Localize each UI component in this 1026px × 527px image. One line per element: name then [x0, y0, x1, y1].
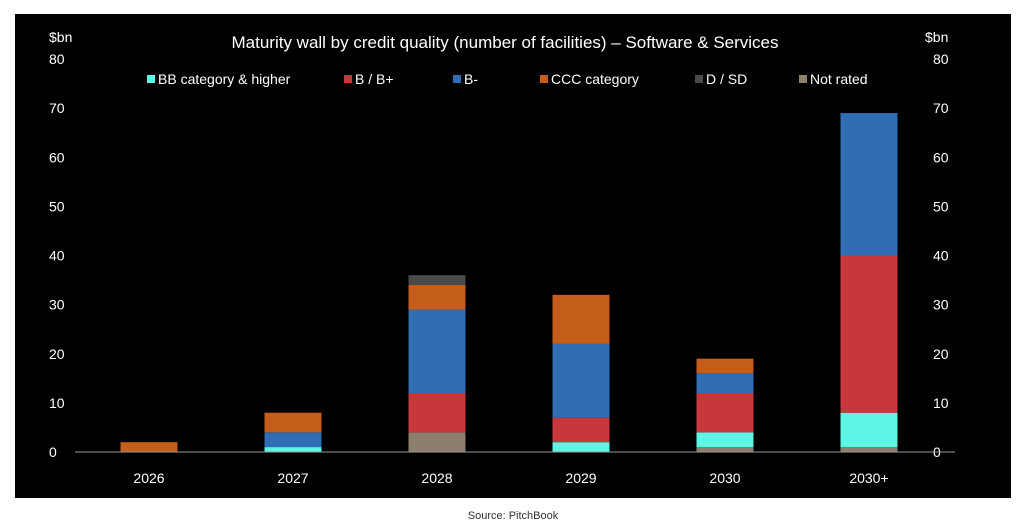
y-tick-right-30: 30 [933, 297, 949, 313]
legend-item-d-sd: D / SD [695, 71, 747, 87]
x-tick-2026: 2026 [133, 470, 164, 486]
bar-2028-ccc-category [408, 284, 466, 310]
source-note: Source: PitchBook [467, 510, 559, 522]
chart-panel: Maturity wall by credit quality (number … [15, 14, 1011, 498]
y-tick-left-60: 60 [49, 149, 65, 165]
legend: BB category & higher B / B+ B- CCC category… [147, 71, 868, 87]
bar-2027-b [264, 432, 322, 448]
bar-2027-ccc-category [264, 412, 322, 433]
legend-swatch-ccc-category [540, 75, 548, 83]
legend-swatch-b-b [344, 75, 352, 83]
y-tick-left-10: 10 [49, 395, 65, 411]
y-axis-left-unit: $bn [49, 29, 72, 45]
y-tick-right-10: 10 [933, 395, 949, 411]
bars [120, 113, 898, 452]
chart-svg: Maturity wall by credit quality (number … [49, 29, 955, 486]
bar-2028-b [408, 309, 466, 394]
legend-item-ccc-category: CCC category [540, 71, 639, 87]
legend-label-ccc-category: CCC category [551, 71, 639, 87]
y-tick-right-60: 60 [933, 149, 949, 165]
bar-2029-bb-category-higher [552, 442, 610, 452]
bar-2026-ccc-category [120, 442, 178, 452]
y-tick-left-20: 20 [49, 346, 65, 362]
legend-item-b-b: B / B+ [344, 71, 394, 87]
bar-2030-b-b [840, 255, 898, 413]
legend-swatch-d-sd [695, 75, 703, 83]
bar-2029-b [552, 343, 610, 418]
legend-label-bb-category-higher: BB category & higher [158, 71, 291, 87]
bar-2030-b [840, 113, 898, 256]
bar-2028-b-b [408, 393, 466, 433]
legend-label-b-b: B / B+ [355, 71, 394, 87]
legend-swatch-b [453, 75, 461, 83]
x-tick-2029: 2029 [565, 470, 596, 486]
y-tick-left-70: 70 [49, 100, 65, 116]
bar-2030-not-rated [696, 447, 754, 452]
bar-2028-d-sd [408, 275, 466, 285]
y-tick-left-80: 80 [49, 51, 65, 67]
legend-item-b: B- [453, 71, 478, 87]
y-tick-left-30: 30 [49, 297, 65, 313]
y-axis-right-unit: $bn [925, 29, 948, 45]
legend-swatch-bb-category-higher [147, 75, 155, 83]
legend-label-b: B- [464, 71, 478, 87]
y-tick-right-40: 40 [933, 248, 949, 264]
bar-2030-bb-category-higher [696, 432, 754, 448]
bar-2030-b-b [696, 393, 754, 433]
bar-2028-not-rated [408, 432, 466, 452]
x-axis-labels: 2026 2027 2028 2029 2030 2030+ [133, 470, 888, 486]
legend-item-not-rated: Not rated [799, 71, 868, 87]
chart-title: Maturity wall by credit quality (number … [231, 33, 778, 52]
x-tick-2030: 2030 [709, 470, 740, 486]
legend-label-d-sd: D / SD [706, 71, 747, 87]
bar-2030-ccc-category [696, 358, 754, 374]
legend-label-not-rated: Not rated [810, 71, 868, 87]
y-tick-left-40: 40 [49, 248, 65, 264]
y-tick-right-80: 80 [933, 51, 949, 67]
y-tick-left-50: 50 [49, 198, 65, 214]
x-tick-2028: 2028 [421, 470, 452, 486]
legend-swatch-not-rated [799, 75, 807, 83]
legend-item-bb-category-higher: BB category & higher [147, 71, 291, 87]
bar-2027-bb-category-higher [264, 447, 322, 452]
y-tick-right-50: 50 [933, 198, 949, 214]
bar-2029-ccc-category [552, 294, 610, 344]
bar-2030-not-rated [840, 447, 898, 452]
bar-2030-bb-category-higher [840, 412, 898, 448]
y-tick-left-0: 0 [49, 444, 57, 460]
y-tick-right-70: 70 [933, 100, 949, 116]
bar-2029-b-b [552, 417, 610, 443]
x-tick-2027: 2027 [277, 470, 308, 486]
bar-2030-b [696, 373, 754, 394]
y-tick-right-20: 20 [933, 346, 949, 362]
x-tick-2030: 2030+ [849, 470, 888, 486]
